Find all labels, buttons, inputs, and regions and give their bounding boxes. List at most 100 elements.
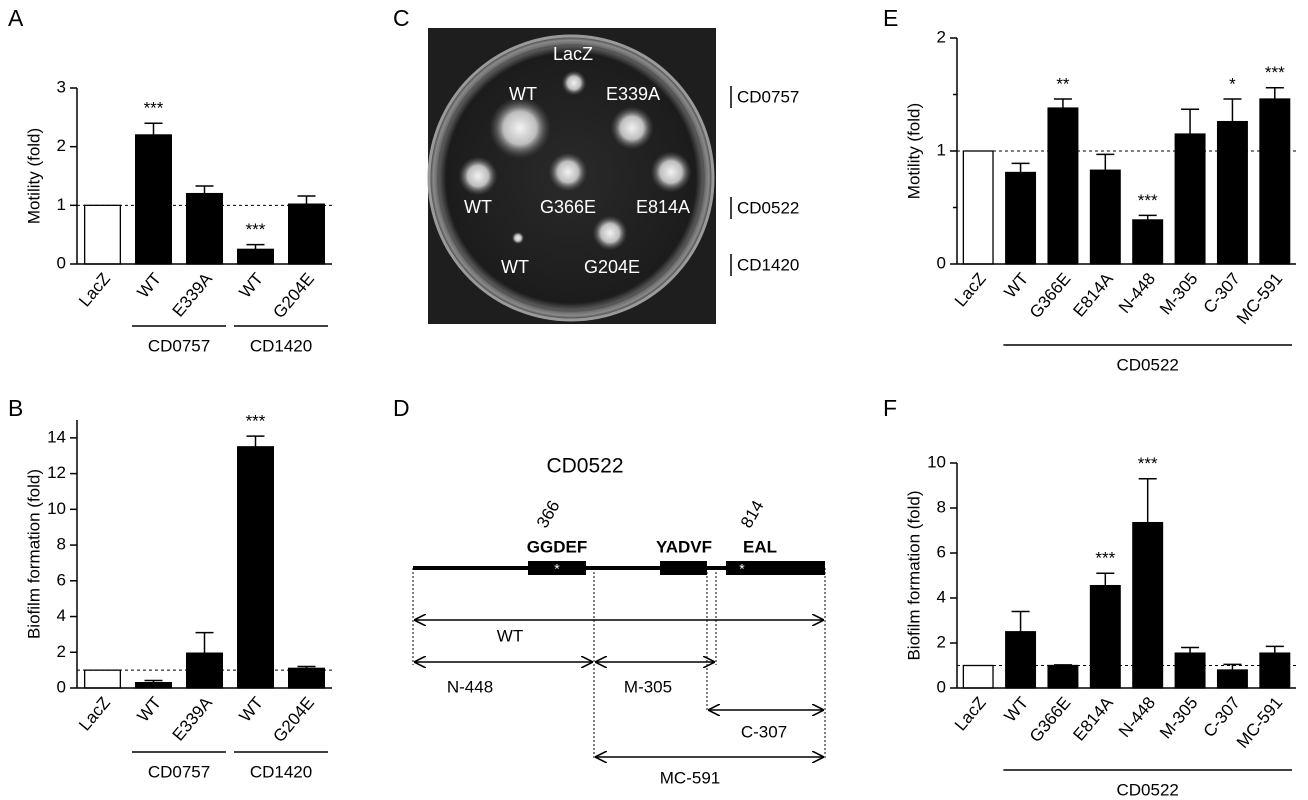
y-tick-label: 0 (937, 253, 946, 272)
panel-letter: E (883, 5, 898, 31)
x-tick-label: LacZ (75, 693, 114, 734)
panel-letter: A (8, 5, 24, 31)
x-tick-label: LacZ (951, 269, 990, 310)
construct-label: M-305 (624, 677, 672, 696)
y-tick-label: 14 (47, 427, 66, 446)
y-tick-label: 4 (937, 587, 946, 606)
bar (1216, 120, 1248, 265)
strain-label: CD1420 (737, 255, 799, 274)
colony-label: G204E (584, 257, 640, 277)
x-tick-label: G366E (1026, 693, 1075, 746)
bar (1005, 631, 1037, 689)
group-label: CD1420 (250, 762, 312, 781)
bar (1259, 652, 1291, 689)
colony-label: E339A (606, 84, 660, 104)
y-tick-label: 8 (937, 497, 946, 516)
y-tick-label: 6 (937, 542, 946, 561)
bar (1259, 98, 1291, 265)
significance-label: *** (144, 99, 164, 118)
petri-dish-rim (437, 44, 705, 312)
significance-label: ** (1056, 75, 1070, 94)
x-tick-label: WT (235, 693, 267, 725)
colony-label: WT (501, 257, 529, 277)
significance-label: *** (246, 412, 266, 431)
bar (287, 203, 325, 265)
x-tick-label: WT (235, 269, 267, 301)
colony (651, 152, 691, 192)
construct-label: C-307 (741, 722, 787, 741)
panel-letter: F (883, 395, 897, 421)
colony (593, 216, 627, 250)
panel-letter: B (8, 395, 23, 421)
colony-label: WT (464, 197, 492, 217)
x-tick-label: WT (133, 269, 165, 301)
significance-label: * (1229, 75, 1236, 94)
strain-label: CD0522 (737, 198, 799, 217)
bar (1047, 664, 1079, 689)
colony (549, 153, 587, 191)
group-label: CD0757 (148, 762, 210, 781)
x-tick-label: LacZ (951, 693, 990, 734)
x-tick-label: E814A (1069, 693, 1117, 745)
residue-position: 366 (533, 497, 564, 531)
y-tick-label: 8 (57, 535, 66, 554)
y-tick-label: 2 (57, 136, 66, 155)
x-tick-label: N-448 (1115, 269, 1159, 317)
x-tick-label: G204E (269, 269, 318, 322)
bar (1047, 107, 1079, 265)
bar (1089, 169, 1121, 265)
construct-label: N-448 (447, 677, 493, 696)
significance-label: *** (1265, 63, 1285, 82)
bar (1005, 171, 1037, 265)
x-tick-label: WT (1001, 269, 1033, 301)
y-axis-title: Biofilm formation (fold) (24, 469, 43, 639)
colony (490, 98, 550, 158)
mutation-asterisk: * (554, 561, 560, 577)
y-tick-label: 0 (57, 677, 66, 696)
bar (287, 667, 325, 689)
bar (1132, 219, 1164, 265)
y-tick-label: 1 (57, 195, 66, 214)
x-tick-label: E814A (1069, 269, 1117, 321)
colony (459, 157, 497, 195)
bar (962, 150, 994, 265)
colony (562, 71, 586, 95)
bar (185, 192, 223, 265)
y-tick-label: 2 (937, 27, 946, 46)
bar (236, 248, 274, 265)
x-tick-label: MC-591 (1233, 269, 1286, 328)
colony-label: LacZ (553, 44, 593, 64)
x-tick-label: LacZ (75, 269, 114, 310)
significance-label: *** (1138, 454, 1158, 473)
panel-letter: C (393, 5, 410, 31)
y-tick-label: 4 (57, 606, 66, 625)
y-tick-label: 10 (927, 452, 946, 471)
x-tick-label: MC-591 (1233, 693, 1286, 752)
y-tick-label: 2 (57, 642, 66, 661)
motif-label: EAL (743, 537, 777, 556)
x-tick-label: M-305 (1156, 269, 1202, 318)
y-tick-label: 10 (47, 499, 66, 518)
significance-label: *** (246, 220, 266, 239)
y-tick-label: 0 (57, 253, 66, 272)
construct-label: MC-591 (660, 768, 720, 787)
x-tick-label: WT (133, 693, 165, 725)
y-tick-label: 3 (57, 77, 66, 96)
x-tick-label: G366E (1026, 269, 1075, 322)
bar (134, 134, 172, 265)
construct-label: WT (497, 626, 523, 645)
bar (1132, 521, 1164, 689)
y-tick-label: 6 (57, 570, 66, 589)
colony-label: G366E (540, 197, 596, 217)
x-tick-label: N-448 (1115, 693, 1159, 741)
x-tick-label: E339A (169, 269, 217, 321)
motif-label: YADVF (656, 537, 712, 556)
group-label: CD0522 (1117, 355, 1179, 374)
colony-label: WT (509, 84, 537, 104)
bar (1089, 584, 1121, 689)
domain-box (726, 561, 825, 575)
plate-photo: LacZ WT E339A WT G366E E814A WT G204E (427, 28, 716, 324)
y-axis-title: Motility (fold) (904, 103, 923, 199)
